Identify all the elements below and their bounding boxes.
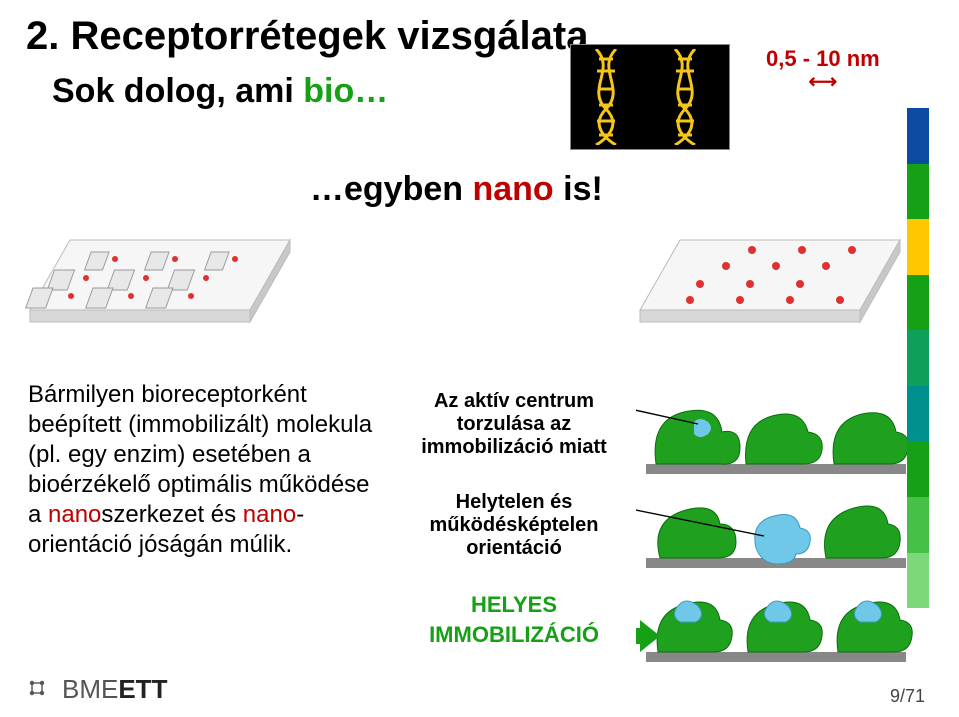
subtitle-bio: bio… bbox=[303, 72, 388, 110]
footer-brand-a: BME bbox=[62, 674, 118, 704]
body-paragraph: Bármilyen bioreceptorként beépített (imm… bbox=[28, 380, 373, 560]
color-strip-icon bbox=[907, 108, 929, 608]
nano-word: nano bbox=[472, 170, 553, 208]
page-number: 9/71 bbox=[890, 686, 925, 707]
chip-panel-left-icon bbox=[20, 200, 300, 350]
nano-heading: …egyben nano is! bbox=[310, 170, 603, 209]
slide-subtitle: Sok dolog, ami bio… bbox=[52, 72, 388, 111]
nano-prefix: …egyben bbox=[310, 170, 472, 208]
scale-arrow-icon: ⟷ bbox=[766, 69, 880, 94]
footer-brand-b: ETT bbox=[118, 674, 167, 704]
subtitle-prefix: Sok dolog, ami bbox=[52, 72, 303, 110]
label-correct-2: IMMOBILIZÁCIÓ bbox=[404, 622, 624, 648]
footer-brand: BMEETT bbox=[62, 674, 167, 705]
footer-dots-icon bbox=[26, 677, 52, 703]
nano-suffix: is! bbox=[554, 170, 603, 208]
label-wrong-orientation: Helytelen és működésképtelen orientáció bbox=[404, 491, 624, 560]
dna-helices-icon bbox=[570, 44, 730, 150]
scale-label: 0,5 - 10 nm ⟷ bbox=[766, 46, 880, 94]
para-nano-2: nano bbox=[243, 501, 296, 528]
label-torsion: Az aktív centrum torzulása az immobilizá… bbox=[404, 390, 624, 459]
scale-value: 0,5 - 10 nm bbox=[766, 46, 880, 71]
chip-panel-right-icon bbox=[630, 200, 910, 350]
annotation-labels: Az aktív centrum torzulása az immobilizá… bbox=[404, 390, 624, 648]
label-correct-1: HELYES bbox=[404, 592, 624, 618]
slide-title: 2. Receptorrétegek vizsgálata bbox=[26, 14, 588, 59]
footer: BMEETT bbox=[26, 674, 167, 705]
para-nano-1: nano bbox=[48, 501, 101, 528]
para-3: szerkezet és bbox=[101, 501, 242, 528]
protein-diagram-icon bbox=[636, 378, 926, 668]
